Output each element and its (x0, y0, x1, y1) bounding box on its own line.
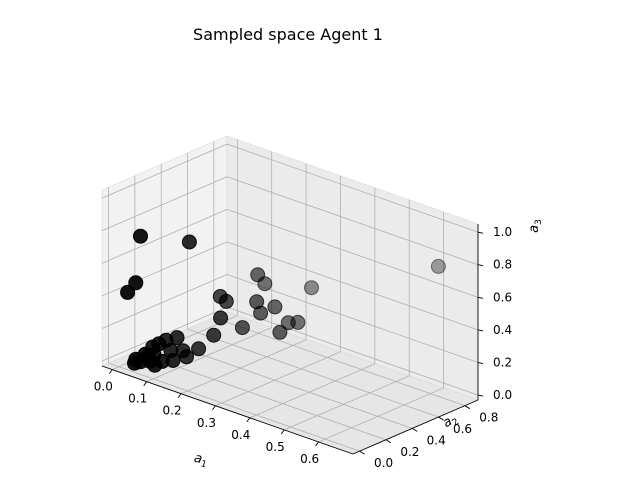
z-tick-label: 0.0 (493, 388, 512, 402)
z-tick (477, 362, 484, 364)
x-gridline (284, 375, 410, 431)
z-axis-label: a3 (527, 219, 544, 233)
z-gridline (101, 176, 228, 232)
z-tick-label: 0.6 (493, 290, 512, 304)
x-tick-label: 0.5 (266, 440, 285, 454)
z-tick-label: 1.0 (493, 225, 512, 239)
data-point (127, 355, 142, 371)
data-point (234, 320, 250, 336)
y-tick-label: 0.4 (427, 433, 446, 447)
x-tick (177, 393, 182, 398)
y-tick-label: 0.6 (453, 422, 472, 436)
x-tick (280, 429, 285, 435)
z-tick (477, 296, 484, 299)
data-point (249, 294, 265, 310)
x-gridline (318, 387, 444, 443)
y-tick (359, 450, 365, 455)
y-tick (464, 405, 471, 410)
data-point (304, 280, 319, 296)
z-tick (477, 264, 484, 267)
y-tick-label: 0.0 (374, 456, 393, 470)
data-point (191, 341, 207, 357)
z-gridline (226, 176, 479, 266)
data-point (212, 289, 228, 304)
data-point (213, 310, 229, 326)
z-gridline (226, 143, 479, 233)
x-tick-label: 0.2 (163, 404, 182, 418)
z-tick-label: 0.2 (493, 356, 512, 370)
y-axis-line (352, 399, 479, 455)
y-gridline (108, 362, 360, 452)
x-tick (315, 441, 319, 447)
x-tick (246, 417, 251, 423)
z-tick (477, 231, 484, 234)
y-tick (438, 416, 444, 421)
x-axis-line (101, 365, 354, 455)
x-gridline (146, 327, 272, 383)
x-tick-label: 0.6 (300, 452, 319, 466)
z-gridline (101, 274, 228, 329)
x-tick-label: 0.0 (94, 380, 113, 394)
x-gridline (249, 363, 376, 419)
y-tick-label: 0.2 (400, 445, 419, 459)
z-gridline (226, 208, 479, 298)
data-point (250, 267, 266, 283)
x-axis-label: a1 (192, 451, 209, 471)
x-tick (212, 405, 216, 411)
grid-lines (101, 139, 479, 452)
data-point (179, 349, 194, 365)
y-tick-label: 0.8 (479, 411, 498, 425)
data-point (206, 327, 222, 343)
y-tick (411, 428, 418, 432)
z-tick (477, 329, 484, 332)
z-gridline (226, 241, 479, 331)
data-point (280, 315, 296, 331)
y-gridline (187, 328, 439, 418)
chart-title: Sampled space Agent 1 (193, 25, 383, 44)
tick-labels: 0.0 0.1 0.2 0.3 0.4 0.5 0.6 0.0 0.2 0.4 0.6 0.8 0.0 0… (94, 225, 512, 470)
x-tick (108, 369, 113, 374)
x-gridline (215, 351, 341, 407)
data-point (120, 284, 136, 300)
z-gridline (226, 306, 479, 396)
y-gridline (161, 340, 413, 429)
data-point (267, 299, 283, 315)
x-tick (143, 381, 148, 386)
axis-lines (101, 224, 484, 455)
z-gridline (101, 208, 228, 264)
y-tick (385, 439, 392, 444)
data-point (128, 275, 144, 291)
data-point (272, 324, 288, 340)
z-gridline (101, 143, 228, 199)
x-tick-label: 0.3 (197, 416, 216, 430)
x-gridline (180, 339, 307, 395)
data-point (430, 258, 446, 274)
x-tick-label: 0.1 (128, 392, 147, 406)
z-tick-label: 0.4 (493, 323, 512, 337)
z-tick-label: 0.8 (493, 258, 512, 272)
data-point (133, 228, 148, 244)
y-gridline (213, 317, 465, 407)
data-point (181, 234, 197, 250)
data-points (120, 228, 446, 373)
x-tick-label: 0.4 (231, 428, 250, 442)
z-tick (477, 394, 484, 397)
